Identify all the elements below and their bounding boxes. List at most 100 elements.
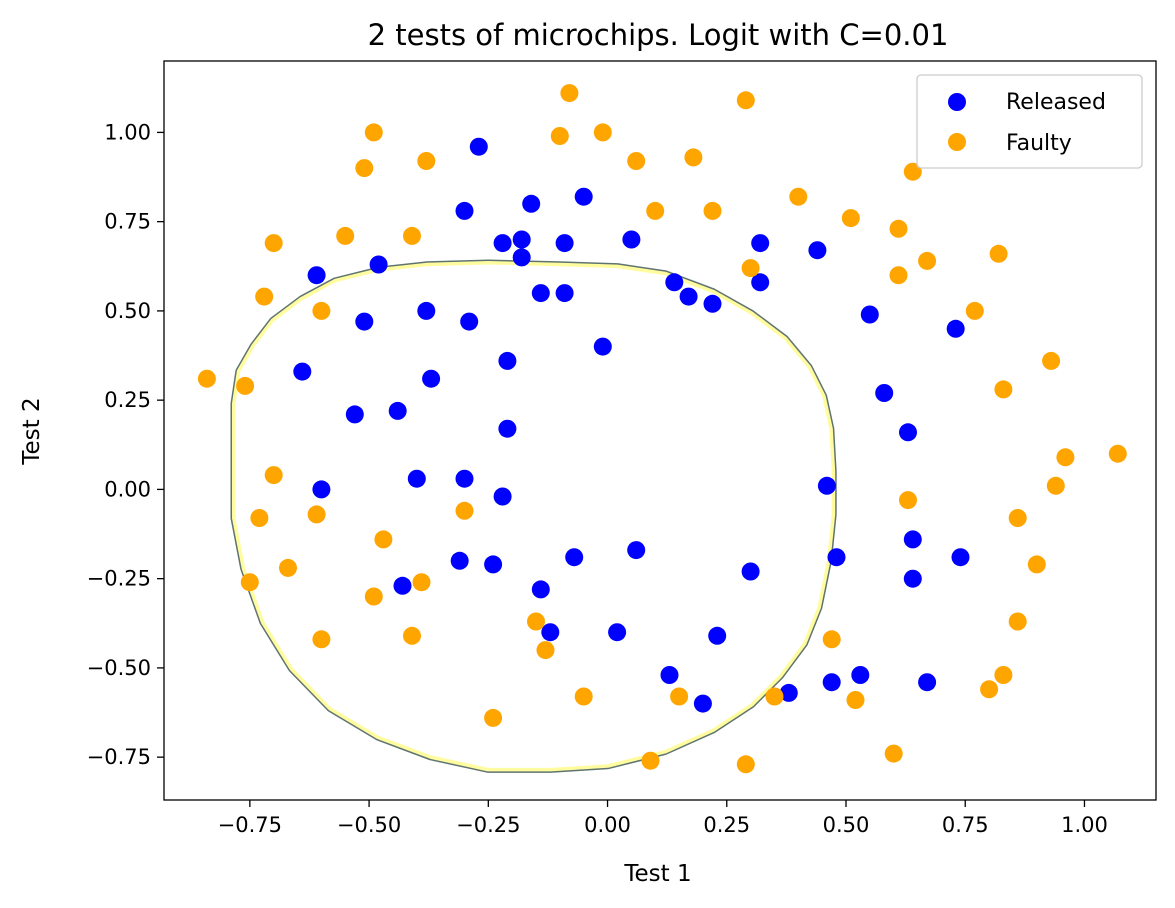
faulty-point — [980, 680, 999, 699]
released-point — [541, 623, 560, 642]
released-point — [627, 541, 646, 560]
x-tick-label: 1.00 — [1061, 813, 1108, 837]
released-point — [703, 294, 722, 313]
y-axis: −0.75 −0.50 −0.25 0.00 0.25 0.50 0.75 1.00 — [87, 120, 164, 769]
faulty-point — [889, 266, 908, 285]
released-point — [875, 384, 894, 402]
faulty-point — [336, 226, 355, 245]
legend-label-released: Released — [1006, 90, 1106, 115]
released-point — [484, 555, 503, 574]
y-tick-label: 0.50 — [104, 299, 151, 323]
faulty-point — [670, 687, 689, 706]
y-tick-label: 1.00 — [104, 120, 151, 144]
x-tick-label: −0.25 — [456, 813, 520, 837]
x-tick-label: 0.25 — [703, 813, 750, 837]
faulty-point — [994, 380, 1013, 399]
released-point — [918, 673, 937, 692]
released-point — [574, 187, 593, 206]
y-axis-label: Test 2 — [19, 397, 45, 465]
released-point — [512, 230, 531, 249]
released-point — [822, 673, 841, 692]
released-point — [455, 469, 474, 488]
faulty-point — [484, 708, 503, 727]
faulty-point — [197, 369, 216, 388]
released-point — [512, 248, 531, 267]
legend-box — [916, 74, 1143, 169]
released-point — [422, 369, 441, 388]
released-point — [817, 476, 836, 495]
released-point — [407, 469, 426, 488]
faulty-point — [455, 501, 474, 520]
faulty-point — [355, 159, 374, 178]
faulty-point — [741, 259, 760, 278]
released-point — [450, 551, 469, 570]
faulty-point — [574, 687, 593, 706]
faulty-point — [1008, 612, 1027, 631]
faulty-point — [374, 530, 393, 549]
released-point — [455, 201, 474, 220]
faulty-point — [1027, 555, 1046, 574]
released-point — [555, 284, 574, 303]
released-point — [388, 401, 407, 420]
y-tick-label: −0.50 — [87, 656, 151, 680]
released-point — [951, 548, 970, 567]
faulty-point — [736, 91, 755, 110]
released-point — [751, 234, 770, 253]
released-point — [946, 319, 965, 338]
y-tick-label: 0.00 — [104, 477, 151, 501]
faulty-point — [1056, 448, 1075, 467]
released-point — [808, 241, 827, 260]
faulty-point — [1008, 509, 1027, 527]
released-point — [660, 666, 679, 684]
faulty-point — [1046, 476, 1065, 495]
faulty-point — [403, 626, 421, 645]
faulty-point — [918, 251, 937, 270]
released-point — [665, 273, 684, 292]
plot-frame — [163, 60, 1157, 801]
faulty-point — [240, 573, 259, 592]
faulty-point — [550, 127, 569, 145]
faulty-point — [417, 152, 436, 170]
released-point — [555, 234, 574, 253]
faulty-point — [822, 630, 841, 649]
x-tick-label: −0.50 — [337, 813, 401, 837]
released-point — [393, 576, 412, 595]
released-point — [355, 312, 374, 331]
faulty-point — [899, 491, 917, 510]
released-point — [851, 666, 870, 684]
faulty-point — [264, 466, 283, 485]
faulty-point — [307, 505, 326, 524]
faulty-point — [965, 301, 984, 320]
faulty-point — [1042, 351, 1061, 370]
released-point — [498, 351, 517, 370]
faulty-point — [312, 301, 331, 320]
decision-boundary — [230, 259, 837, 773]
faulty-point — [264, 234, 283, 253]
released-point — [498, 419, 517, 438]
faulty-point — [846, 691, 865, 709]
faulty-point — [884, 744, 903, 763]
faulty-point — [560, 84, 579, 103]
faulty-point — [789, 187, 808, 206]
released-point — [903, 530, 922, 549]
released-point — [312, 480, 331, 499]
faulty-point — [684, 148, 703, 167]
faulty-point — [641, 751, 660, 770]
released-point — [307, 266, 326, 285]
faulty-point — [703, 201, 722, 220]
faulty-point — [364, 587, 383, 606]
faulty-point — [279, 558, 297, 577]
faulty-point — [403, 226, 421, 245]
faulty-point — [765, 687, 784, 706]
y-tick-label: 0.75 — [104, 210, 151, 234]
released-point — [531, 284, 550, 303]
released-point — [827, 548, 846, 567]
y-tick-label: −0.25 — [87, 567, 151, 591]
released-point — [860, 305, 879, 324]
released-point — [608, 623, 627, 642]
released-point — [460, 312, 479, 331]
released-point — [493, 487, 512, 506]
faulty-point — [841, 209, 860, 228]
released-point — [741, 562, 760, 581]
